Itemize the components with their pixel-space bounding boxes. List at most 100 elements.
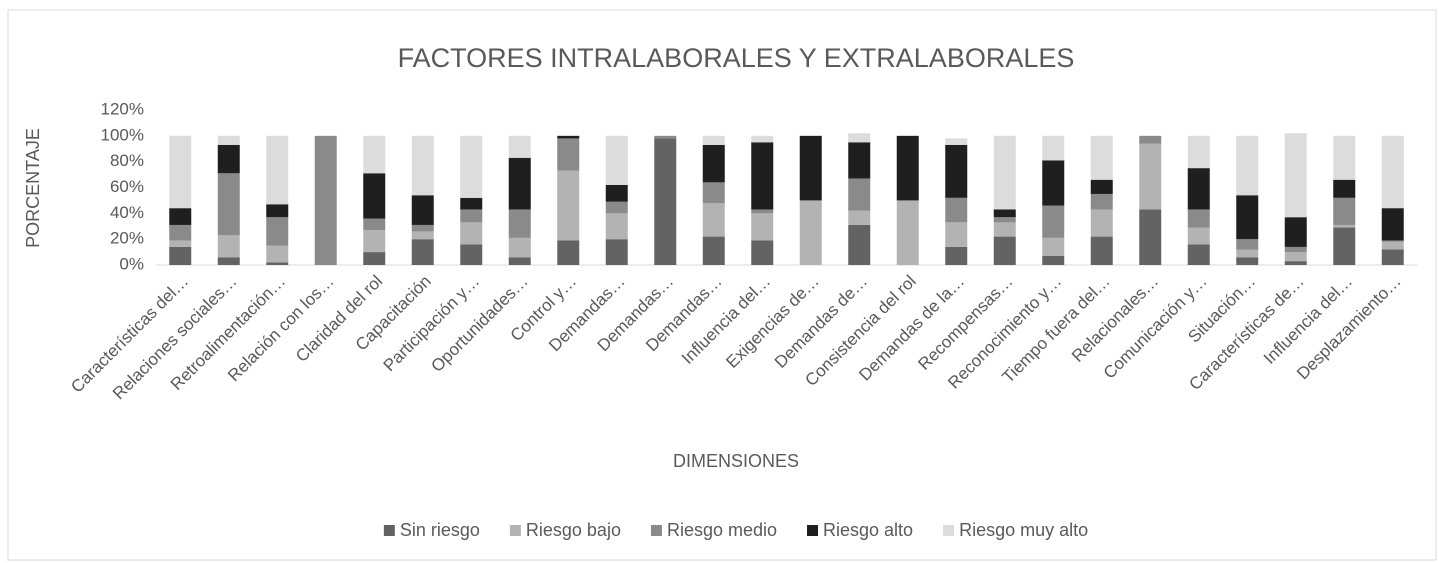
y-tick-label: 20% (110, 229, 144, 248)
bar-segment (363, 135, 386, 174)
bar-segment (1333, 179, 1356, 198)
bar-segment (702, 203, 725, 237)
bar-segment (1381, 240, 1404, 242)
bar-segment (266, 262, 289, 265)
bar-segment (993, 217, 1016, 223)
bar-segment (266, 217, 289, 246)
bar-segment (702, 135, 725, 145)
y-tick-label: 120% (101, 99, 144, 118)
legend-swatch (383, 525, 395, 536)
bar-segment (266, 135, 289, 205)
y-tick-label: 40% (110, 203, 144, 222)
bar-segment (217, 135, 240, 145)
bar-segment (169, 240, 192, 247)
bar-segment (1333, 224, 1356, 228)
bar-segment (508, 209, 531, 238)
bar-segment (1187, 209, 1210, 228)
bar-segment (1187, 135, 1210, 169)
legend-label: Riesgo alto (823, 520, 913, 540)
bar-segment (363, 252, 386, 265)
bar-segment (411, 135, 434, 196)
bar-segment (605, 239, 628, 265)
bar-segment (1333, 227, 1356, 265)
bar-segment (751, 135, 774, 143)
bar-segment (799, 200, 822, 265)
bar-segment (314, 135, 337, 265)
bar-segment (848, 133, 871, 143)
legend-label: Sin riesgo (400, 520, 480, 540)
bar-segment (217, 144, 240, 174)
bar-segment (1333, 197, 1356, 225)
bar-segment (945, 197, 968, 223)
bar-segment (945, 138, 968, 145)
bar-segment (1381, 135, 1404, 209)
bar-segment (1187, 168, 1210, 210)
y-tick-label: 60% (110, 177, 144, 196)
legend-swatch (943, 525, 955, 536)
bar-segment (557, 240, 580, 265)
bar-segment (557, 135, 580, 139)
bar-segment (848, 224, 871, 265)
bar-segment (1090, 236, 1113, 265)
bar-segment (654, 135, 677, 139)
bar-segment (945, 144, 968, 198)
bar-segment (1236, 249, 1259, 258)
bar-segment (460, 209, 483, 223)
bar-segment (1236, 257, 1259, 265)
bar-segment (557, 170, 580, 241)
bar-segment (1042, 160, 1065, 206)
y-tick-label: 80% (110, 151, 144, 170)
bar-segment (169, 224, 192, 241)
bar-segment (993, 236, 1016, 265)
legend-swatch (807, 525, 819, 536)
bar-segment (508, 257, 531, 265)
bar-segment (993, 222, 1016, 237)
legend-label: Riesgo muy alto (959, 520, 1088, 540)
bar-segment (363, 218, 386, 231)
bar-segment (217, 235, 240, 258)
bar-segment (363, 230, 386, 253)
bar-segment (1236, 195, 1259, 240)
bar-segment (1139, 135, 1162, 144)
bar-segment (1187, 227, 1210, 245)
bar-segment (945, 246, 968, 265)
bar-segment (169, 208, 192, 225)
legend-label: Riesgo medio (667, 520, 777, 540)
bar-segment (1381, 241, 1404, 250)
bar-segment (751, 213, 774, 241)
bar-segment (1139, 143, 1162, 210)
bar-segment (1042, 237, 1065, 256)
bar-segment (1090, 209, 1113, 237)
bar-segment (508, 135, 531, 158)
bar-segment (1284, 133, 1307, 218)
bar-segment (1090, 135, 1113, 180)
bar-segment (751, 240, 774, 265)
bar-segment (1381, 249, 1404, 265)
bar-segment (1284, 246, 1307, 253)
bar-segment (411, 224, 434, 232)
bar-segment (1042, 255, 1065, 265)
bar-segment (1187, 244, 1210, 265)
bar-segment (557, 138, 580, 171)
bar-segment (460, 197, 483, 210)
bar-segment (1042, 205, 1065, 238)
bar-segment (1333, 135, 1356, 180)
chart-title: FACTORES INTRALABORALES Y EXTRALABORALES (398, 43, 1075, 73)
bar-segment (605, 135, 628, 185)
bar-segment (411, 231, 434, 240)
bar-segment (1381, 208, 1404, 241)
bar-segment (1284, 252, 1307, 262)
bar-segment (945, 222, 968, 247)
bar-segment (508, 237, 531, 258)
bar-segment (169, 135, 192, 209)
bar-segment (848, 142, 871, 179)
legend-swatch (650, 525, 662, 536)
bar-segment (1090, 193, 1113, 210)
bar-segment (702, 182, 725, 203)
bar-segment (751, 209, 774, 214)
bar-segment (848, 210, 871, 225)
y-tick-label: 0% (119, 254, 144, 273)
y-tick-label: 100% (101, 125, 144, 144)
bar-segment (1236, 239, 1259, 250)
